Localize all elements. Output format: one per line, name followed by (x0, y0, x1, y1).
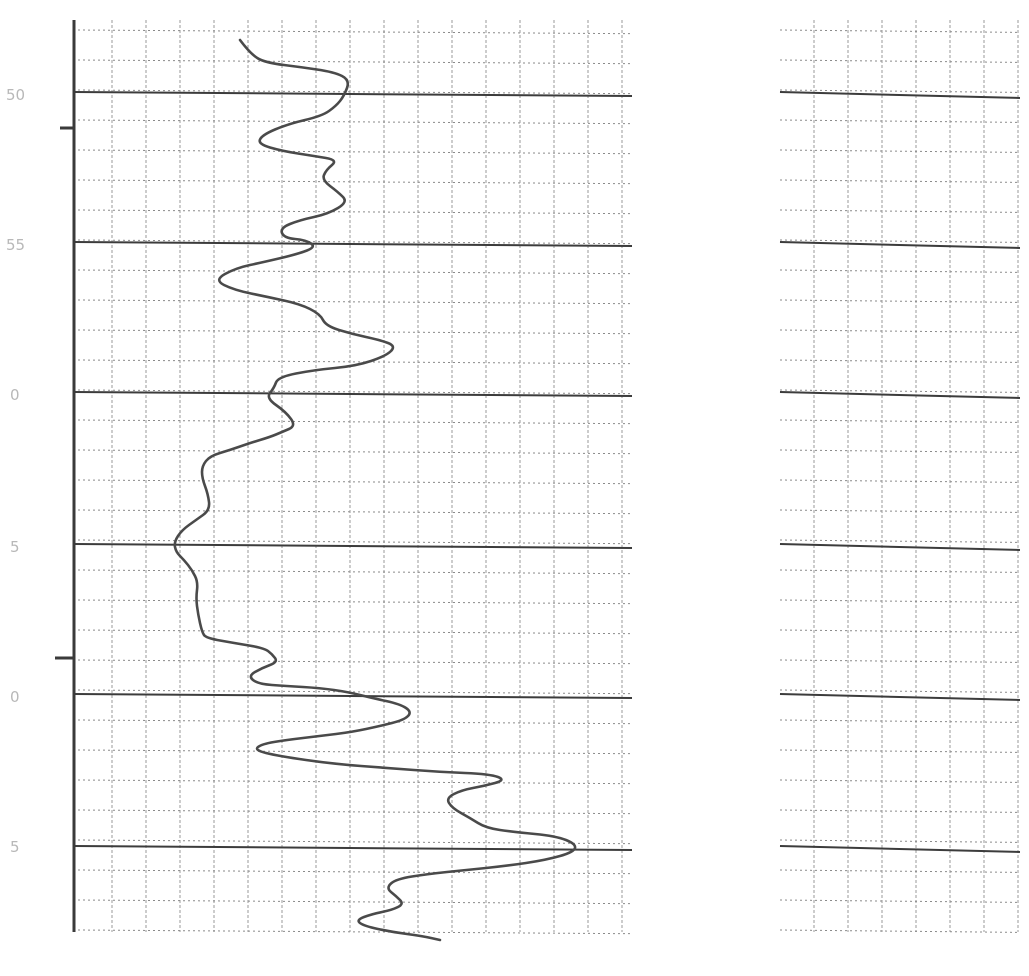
minor-depth-line (779, 59, 1021, 63)
minor-depth-line (779, 149, 1021, 153)
minor-depth-line (77, 89, 633, 95)
major-depth-line (779, 391, 1021, 399)
minor-depth-line (77, 239, 633, 245)
minor-depth-line (779, 239, 1021, 243)
major-depth-line (73, 543, 633, 549)
major-depth-line (779, 693, 1021, 701)
minor-depth-line (77, 119, 633, 125)
minor-depth-line (779, 869, 1021, 873)
minor-depth-line (77, 149, 633, 155)
major-depth-line (73, 845, 633, 851)
depth-label-4: 5 (10, 538, 20, 556)
minor-depth-line (779, 29, 1021, 33)
minor-depth-line (77, 749, 633, 755)
depth-label-6: 5 (10, 838, 20, 856)
depth-label-1: 50 (6, 86, 25, 104)
minor-depth-line (779, 539, 1021, 543)
minor-depth-line (77, 719, 633, 725)
minor-depth-line (77, 929, 633, 935)
minor-depth-line (77, 809, 633, 815)
minor-depth-line (77, 599, 633, 605)
minor-depth-line (77, 419, 633, 425)
minor-depth-line (779, 809, 1021, 813)
minor-depth-line (77, 179, 633, 185)
minor-depth-line (779, 209, 1021, 213)
minor-depth-line (77, 449, 633, 455)
minor-depth-line (77, 359, 633, 365)
minor-depth-line (77, 569, 633, 575)
minor-depth-line (77, 869, 633, 875)
minor-depth-line (779, 419, 1021, 423)
minor-depth-line (779, 599, 1021, 603)
major-depth-line (779, 241, 1021, 249)
minor-depth-line (779, 389, 1021, 393)
minor-depth-line (779, 899, 1021, 903)
major-depth-line (779, 845, 1021, 853)
major-depth-line (73, 693, 633, 699)
minor-depth-line (779, 299, 1021, 303)
minor-depth-line (779, 449, 1021, 453)
minor-depth-line (779, 119, 1021, 123)
minor-depth-line (779, 269, 1021, 273)
minor-depth-line (77, 29, 633, 35)
minor-depth-line (77, 479, 633, 485)
minor-depth-line (77, 209, 633, 215)
minor-depth-line (779, 839, 1021, 843)
minor-depth-line (779, 359, 1021, 363)
major-depth-line (73, 391, 633, 397)
minor-depth-line (779, 659, 1021, 663)
minor-depth-line (779, 329, 1021, 333)
minor-depth-line (77, 509, 633, 515)
minor-depth-line (77, 689, 633, 695)
minor-depth-line (779, 779, 1021, 783)
depth-label-5: 0 (10, 688, 20, 706)
minor-depth-line (779, 179, 1021, 183)
minor-depth-line (77, 299, 633, 305)
major-depth-line (779, 543, 1021, 551)
minor-depth-line (77, 839, 633, 845)
minor-depth-line (779, 479, 1021, 483)
minor-depth-line (77, 629, 633, 635)
minor-depth-line (779, 509, 1021, 513)
minor-depth-line (77, 659, 633, 665)
minor-depth-line (77, 389, 633, 395)
minor-depth-line (779, 569, 1021, 573)
minor-depth-line (77, 899, 633, 905)
minor-depth-line (77, 779, 633, 785)
minor-depth-line (779, 749, 1021, 753)
minor-depth-line (779, 719, 1021, 723)
major-depth-line (73, 241, 633, 247)
minor-depth-line (77, 329, 633, 335)
minor-depth-line (779, 629, 1021, 633)
minor-depth-line (77, 539, 633, 545)
major-depth-line (73, 91, 633, 97)
minor-grid (77, 20, 1021, 935)
major-depth-line (779, 91, 1021, 99)
minor-depth-line (77, 59, 633, 65)
major-grid (73, 91, 1021, 853)
depth-labels: 50 55 0 5 0 5 (6, 86, 25, 856)
minor-depth-line (779, 89, 1021, 93)
depth-label-3: 0 (10, 386, 20, 404)
log-curve-series (173, 38, 577, 942)
minor-depth-line (779, 929, 1021, 933)
minor-depth-line (77, 269, 633, 275)
minor-depth-line (779, 689, 1021, 693)
depth-label-2: 55 (6, 236, 25, 254)
